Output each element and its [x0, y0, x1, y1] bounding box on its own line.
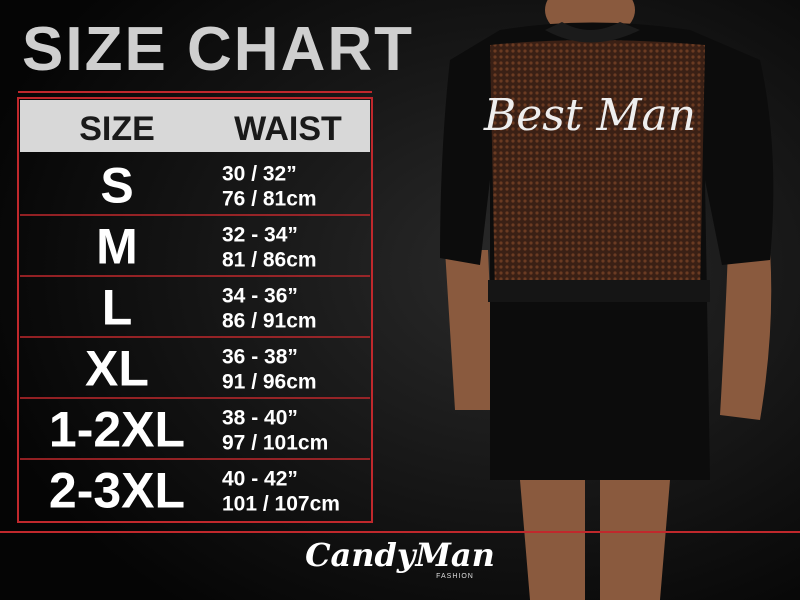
waist-cm: 97 / 101cm — [222, 432, 328, 455]
table-body: S 30 / 32”76 / 81cm M 32 - 34”81 / 86cm L 34 … — [20, 158, 370, 519]
waist-cm: 81 / 86cm — [222, 249, 317, 272]
size-label: 1-2XL — [49, 402, 185, 458]
size-label: M — [96, 219, 138, 275]
waist-inches: 40 - 42” — [222, 468, 298, 491]
brand-tagline: FASHION — [436, 573, 474, 580]
brand-name: CandyMan — [305, 536, 495, 574]
waist-inches: 32 - 34” — [222, 224, 298, 247]
size-label: L — [102, 280, 133, 336]
size-label: XL — [85, 341, 149, 397]
chart-title: SIZE CHART — [22, 15, 414, 84]
size-label: 2-3XL — [49, 463, 185, 519]
waist-inches: 34 - 36” — [222, 285, 298, 308]
size-label: S — [100, 158, 133, 214]
waist-cm: 101 / 107cm — [222, 493, 340, 516]
column-header: WAIST — [234, 110, 342, 148]
waist-cm: 91 / 96cm — [222, 371, 317, 394]
waist-inches: 38 - 40” — [222, 407, 298, 430]
table-header-bg — [20, 100, 370, 152]
waist-cm: 86 / 91cm — [222, 310, 317, 333]
column-header: SIZE — [79, 110, 155, 148]
model-figure: Best Man — [440, 0, 774, 600]
table-frame — [17, 97, 373, 523]
waist-inches: 30 / 32” — [222, 163, 297, 186]
waist-cm: 76 / 81cm — [222, 188, 317, 211]
waist-inches: 36 - 38” — [222, 346, 298, 369]
garment-print: Best Man — [483, 90, 696, 141]
